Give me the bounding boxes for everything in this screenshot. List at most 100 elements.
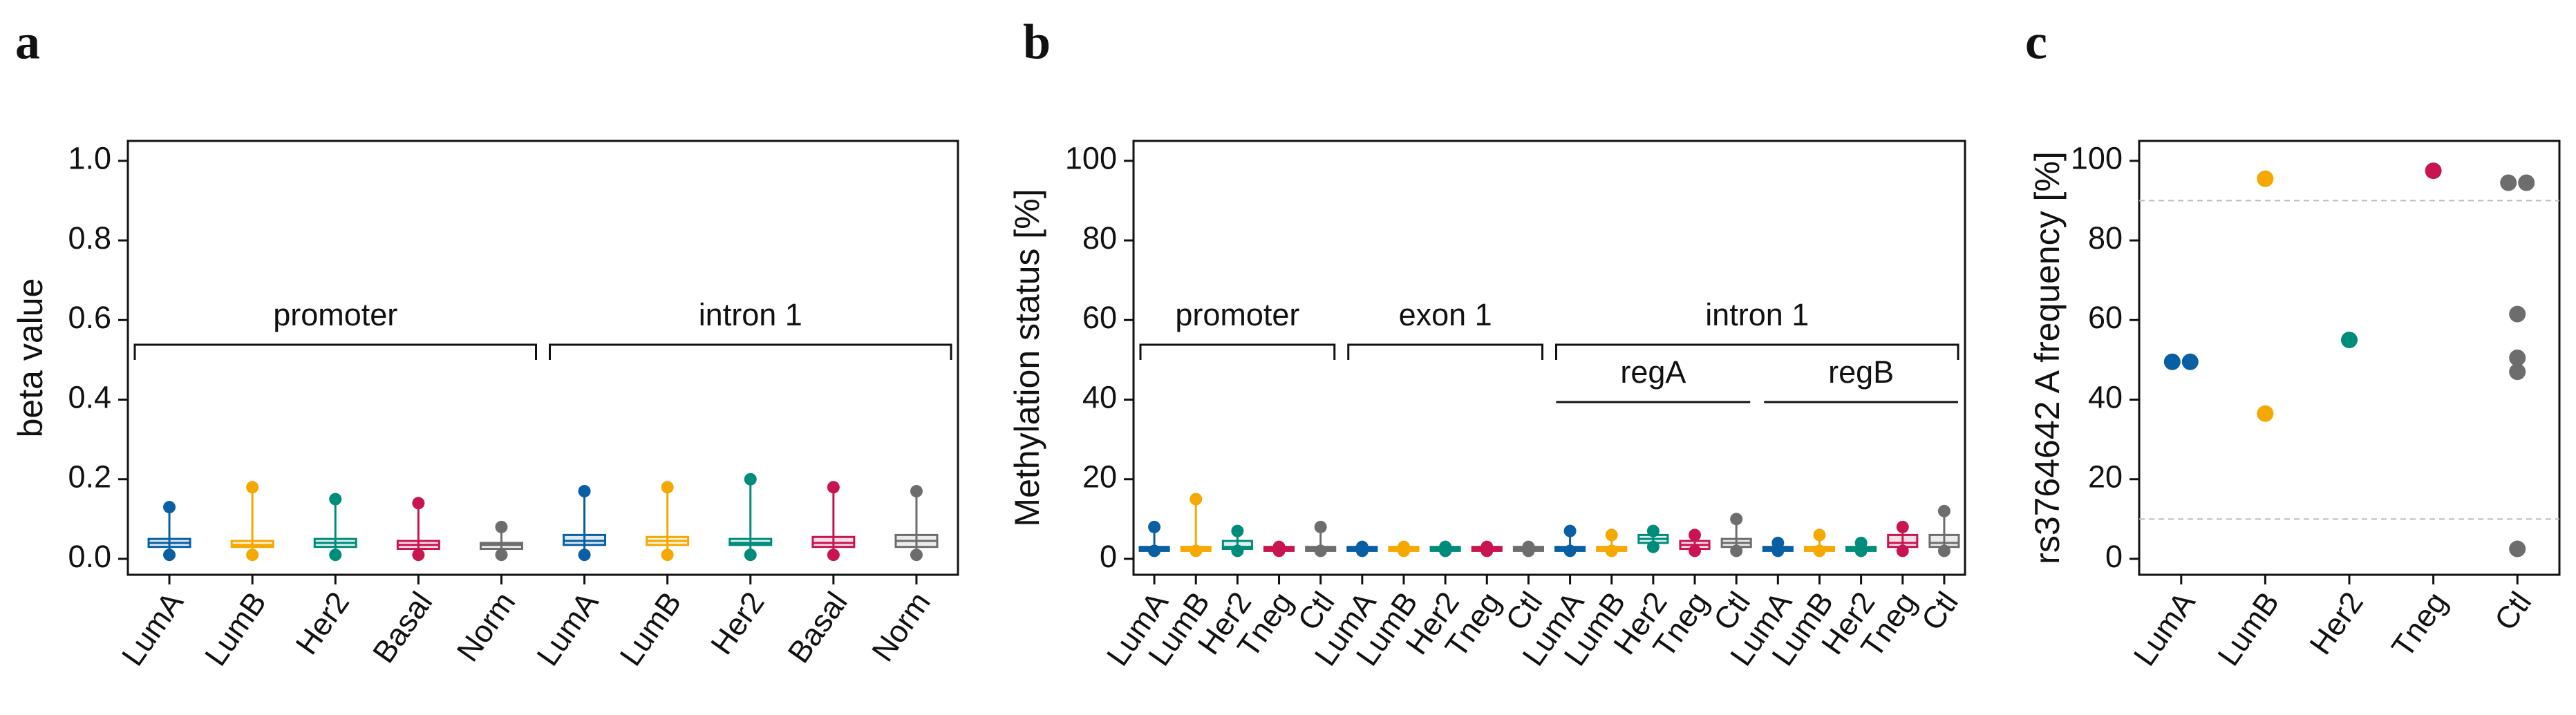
y-tick-label: 0.0: [68, 539, 111, 574]
panel-letter: a: [15, 15, 40, 70]
x-tick-label: LumA: [115, 585, 190, 672]
x-tick-label: LumB: [612, 585, 688, 672]
group-bracket: [1139, 343, 1336, 360]
group-label: promoter: [273, 297, 397, 332]
max-point: [1355, 540, 1369, 553]
min-point: [827, 549, 840, 562]
panel-letter: c: [2025, 15, 2047, 70]
x-tick-label: LumA: [2127, 585, 2202, 672]
group-bracket: [549, 343, 952, 360]
point: [2181, 353, 2199, 370]
y-tick-label: 0: [2105, 539, 2123, 574]
y-tick-label: 0: [1100, 539, 1117, 574]
min-point: [1937, 544, 1950, 557]
max-point: [1190, 493, 1203, 506]
max-point: [578, 485, 591, 498]
min-point: [412, 549, 425, 562]
y-tick-label: 80: [2088, 220, 2123, 256]
max-point: [1314, 520, 1327, 533]
point: [2257, 405, 2274, 422]
min-point: [329, 549, 342, 562]
max-point: [827, 481, 840, 494]
x-tick-label: Basal: [780, 585, 854, 669]
point: [2257, 170, 2274, 187]
max-point: [246, 481, 259, 494]
max-point: [1605, 528, 1618, 542]
max-point: [1813, 528, 1826, 542]
min-point: [495, 549, 508, 562]
min-point: [1190, 544, 1203, 557]
max-point: [910, 485, 923, 498]
min-point: [1896, 544, 1909, 557]
group-label: intron 1: [1705, 297, 1809, 332]
x-tick-label: Ctl: [2488, 585, 2538, 636]
y-axis-title: rs3764642 A frequency [%]: [2028, 151, 2067, 564]
point: [2341, 332, 2358, 349]
min-point: [910, 549, 923, 562]
group-label: promoter: [1175, 297, 1299, 332]
min-point: [1689, 544, 1702, 557]
max-point: [163, 501, 176, 514]
group-label: regA: [1620, 354, 1686, 390]
x-tick-label: Basal: [366, 585, 439, 669]
y-tick-label: 60: [1082, 300, 1117, 335]
max-point: [1231, 524, 1244, 537]
max-point: [1646, 524, 1660, 537]
min-point: [661, 549, 674, 562]
x-tick-label: LumA: [529, 585, 605, 672]
y-tick-label: 20: [1082, 459, 1117, 495]
max-point: [1522, 540, 1535, 553]
max-point: [1854, 536, 1868, 549]
y-tick-label: 40: [1082, 379, 1117, 414]
point: [2518, 174, 2535, 191]
x-tick-label: Norm: [865, 585, 937, 667]
min-point: [163, 549, 176, 562]
group-label: regB: [1828, 354, 1894, 390]
x-tick-label: Ctl: [1915, 585, 1965, 636]
x-tick-label: LumB: [198, 585, 273, 672]
group-label: intron 1: [699, 297, 802, 332]
y-tick-label: 0.8: [68, 220, 111, 256]
max-point: [744, 473, 757, 486]
max-point: [1730, 513, 1743, 526]
min-point: [246, 549, 259, 562]
max-point: [1896, 520, 1909, 533]
y-tick-label: 0.6: [68, 300, 111, 335]
point: [2509, 540, 2526, 557]
x-tick-label: Her2: [704, 585, 771, 660]
plot-frame: [126, 140, 959, 576]
min-point: [1646, 540, 1660, 553]
min-point: [1148, 544, 1161, 557]
max-point: [1439, 540, 1452, 553]
max-point: [495, 520, 508, 533]
point: [2425, 162, 2442, 180]
max-point: [661, 481, 674, 494]
max-point: [412, 497, 425, 510]
point: [2163, 353, 2181, 370]
y-tick-label: 20: [2088, 459, 2123, 495]
y-tick-label: 100: [1065, 141, 1117, 176]
plot-frame: [2138, 140, 2561, 576]
y-tick-label: 40: [2088, 379, 2123, 414]
max-point: [1771, 536, 1785, 549]
max-point: [1397, 540, 1410, 553]
y-tick-label: 80: [1082, 220, 1117, 256]
y-tick-label: 0.4: [68, 379, 111, 414]
x-tick-label: LumB: [2210, 585, 2286, 672]
max-point: [1937, 504, 1950, 517]
point: [2509, 363, 2526, 381]
y-tick-label: 1.0: [68, 141, 111, 176]
min-point: [744, 549, 757, 562]
max-point: [1148, 520, 1161, 533]
y-tick-label: 60: [2088, 300, 2123, 335]
group-bracket: [1347, 343, 1543, 360]
max-point: [1272, 540, 1286, 553]
plot-frame: [1132, 140, 1966, 576]
point: [2509, 350, 2526, 366]
min-point: [1813, 544, 1826, 557]
x-tick-label: Her2: [288, 585, 356, 660]
min-point: [1231, 544, 1244, 557]
max-point: [329, 493, 342, 506]
y-axis-title: Methylation status [%]: [1008, 189, 1046, 526]
